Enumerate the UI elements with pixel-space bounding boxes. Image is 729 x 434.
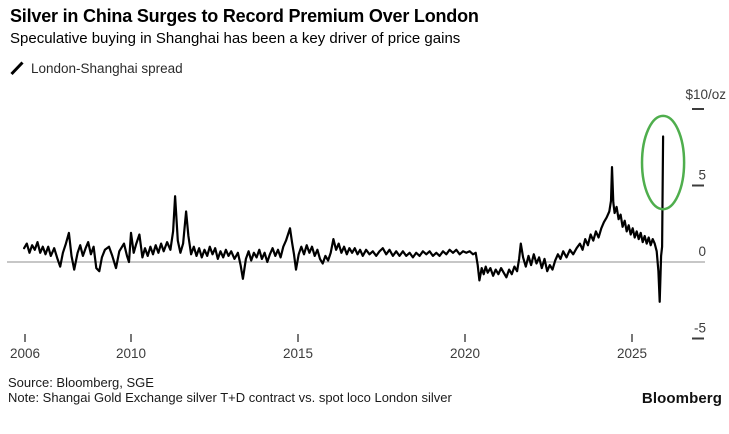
- page-subtitle: Speculative buying in Shanghai has been …: [10, 30, 461, 47]
- footer: Source: Bloomberg, SGE Note: Shangai Gol…: [8, 375, 452, 405]
- x-tick-label: 2025: [617, 346, 647, 361]
- legend-label: London-Shanghai spread: [31, 61, 183, 76]
- legend: London-Shanghai spread: [10, 61, 183, 76]
- y-tick-label: 0: [698, 244, 706, 259]
- spike-annotation-ellipse: [640, 114, 686, 211]
- x-tick-label: 2020: [450, 346, 480, 361]
- x-tick-label: 2006: [10, 346, 40, 361]
- line-series-slash-icon: [10, 61, 24, 76]
- bloomberg-logo: Bloomberg: [641, 390, 722, 407]
- spread-line: [23, 135, 665, 303]
- note-line: Note: Shangai Gold Exchange silver T+D c…: [8, 390, 452, 405]
- y-tick-label: 5: [698, 168, 706, 183]
- y-axis-unit-label: $10/oz: [685, 87, 726, 102]
- x-tick-label: 2010: [116, 346, 146, 361]
- source-line: Source: Bloomberg, SGE: [8, 375, 154, 390]
- y-tick-label: -5: [694, 321, 706, 336]
- x-tick-label: 2015: [283, 346, 313, 361]
- page-title: Silver in China Surges to Record Premium…: [10, 6, 479, 26]
